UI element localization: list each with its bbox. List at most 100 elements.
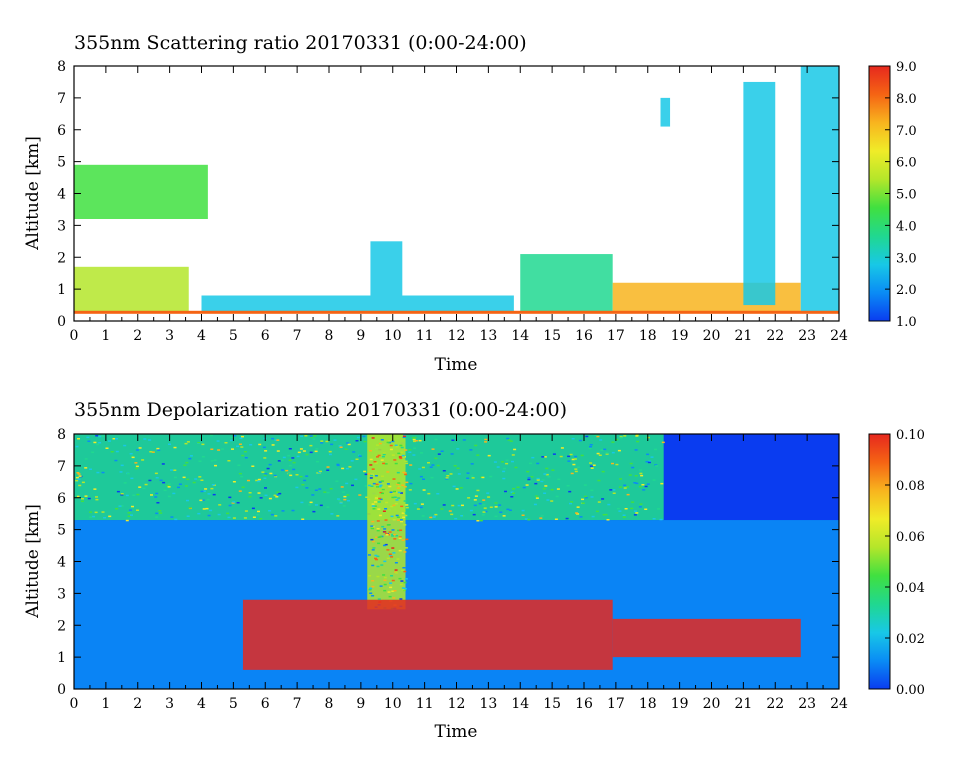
depolarization-speckle (624, 508, 628, 510)
scattering-x-tick-label: 19 (671, 328, 689, 344)
depolarization-speckle (496, 466, 500, 468)
depolarization-speckle (376, 555, 380, 558)
depolarization-speckle (390, 556, 394, 558)
depolarization-speckle (386, 471, 390, 473)
depolarization-speckle (446, 475, 450, 477)
depolarization-speckle (75, 479, 79, 482)
depolarization-speckle (370, 538, 374, 541)
depolarization-speckle (399, 457, 403, 460)
depolarization-speckle (405, 462, 409, 465)
depolarization-speckle (391, 529, 395, 531)
scattering-y-axis-label: Altitude [km] (23, 136, 43, 251)
depolarization-speckle (257, 492, 261, 494)
depolarization-speckle (639, 469, 643, 471)
depolarization-speckle (655, 465, 659, 467)
depolarization-speckle (402, 471, 406, 474)
depolarization-speckle (388, 595, 392, 598)
depolarization-speckle (524, 518, 528, 520)
depolarization-y-tick-label: 7 (57, 459, 66, 475)
depolarization-speckle (285, 469, 289, 472)
depolarization-speckle (409, 482, 413, 485)
depolarization-speckle (404, 547, 408, 549)
depolarization-speckle (335, 480, 339, 482)
scattering-x-tick-label: 7 (293, 328, 302, 344)
depolarization-y-tick-label: 2 (57, 618, 66, 634)
depolarization-x-tick-label: 17 (607, 696, 625, 712)
depolarization-speckle (127, 512, 131, 514)
depolarization-speckle (555, 495, 559, 498)
depolarization-speckle (421, 515, 425, 517)
depolarization-speckle (200, 490, 204, 493)
depolarization-speckle (389, 448, 393, 451)
depolarization-speckle (453, 465, 457, 467)
depolarization-speckle (376, 565, 380, 568)
depolarization-speckle (630, 507, 634, 510)
depolarization-speckle (120, 464, 124, 467)
depolarization-speckle (108, 515, 112, 518)
depolarization-speckle (271, 444, 275, 446)
depolarization-speckle (266, 467, 270, 470)
depolarization-speckle (521, 514, 525, 516)
depolarization-x-tick-label: 3 (165, 696, 174, 712)
depolarization-speckle (387, 591, 391, 593)
scattering-x-tick-label: 6 (261, 328, 270, 344)
depolarization-speckle (268, 510, 272, 512)
depolarization-x-tick-label: 6 (261, 696, 270, 712)
depolarization-speckle (442, 470, 446, 472)
depolarization-x-tick-label: 15 (543, 696, 561, 712)
depolarization-speckle (280, 459, 284, 461)
depolarization-speckle (377, 542, 381, 545)
depolarization-speckle (192, 481, 196, 484)
depolarization-speckle (287, 473, 291, 475)
depolarization-speckle (87, 497, 91, 500)
depolarization-speckle (449, 473, 453, 475)
depolarization-y-axis-label: Altitude [km] (23, 504, 43, 619)
depolarization-speckle (288, 448, 292, 450)
depolarization-speckle (565, 517, 569, 520)
depolarization-speckle (618, 510, 622, 512)
depolarization-speckle (77, 473, 81, 475)
depolarization-speckle (398, 537, 402, 539)
depolarization-speckle (233, 435, 237, 437)
depolarization-speckle (204, 488, 208, 490)
depolarization-speckle (282, 456, 286, 459)
depolarization-speckle (382, 462, 386, 465)
depolarization-speckle (77, 438, 80, 440)
depolarization-speckle (393, 533, 396, 536)
depolarization-speckle (375, 483, 379, 486)
depolarization-speckle (400, 446, 404, 449)
depolarization-speckle (389, 555, 393, 557)
depolarization-speckle (392, 552, 396, 554)
depolarization-speckle (408, 489, 412, 491)
depolarization-y-tick-label: 0 (57, 682, 66, 698)
scattering-y-tick-label: 4 (57, 187, 66, 203)
depolarization-speckle (120, 494, 124, 496)
depolarization-speckle (264, 473, 268, 475)
depolarization-speckle (457, 473, 461, 475)
depolarization-speckle (211, 484, 215, 486)
depolarization-speckle (413, 447, 417, 449)
depolarization-speckle (529, 462, 532, 465)
depolarization-speckle (238, 472, 242, 475)
depolarization-speckle (362, 435, 366, 438)
depolarization-speckle (390, 515, 394, 518)
depolarization-speckle (103, 517, 107, 519)
depolarization-speckle (228, 504, 232, 507)
depolarization-speckle (623, 487, 627, 489)
depolarization-speckle (263, 474, 267, 476)
depolarization-speckle (396, 471, 400, 474)
depolarization-speckle (182, 476, 186, 479)
depolarization-speckle (635, 482, 639, 485)
depolarization-speckle (494, 506, 498, 508)
depolarization-speckle (397, 491, 401, 494)
depolarization-speckle (236, 445, 240, 448)
depolarization-speckle (451, 439, 455, 441)
depolarization-speckle (536, 477, 540, 480)
depolarization-speckle (74, 495, 77, 497)
depolarization-x-tick-label: 11 (416, 696, 434, 712)
depolarization-speckle (403, 570, 407, 573)
depolarization-speckle (240, 446, 244, 448)
depolarization-speckle (184, 442, 188, 445)
depolarization-speckle (156, 447, 160, 450)
depolarization-speckle (634, 475, 638, 477)
